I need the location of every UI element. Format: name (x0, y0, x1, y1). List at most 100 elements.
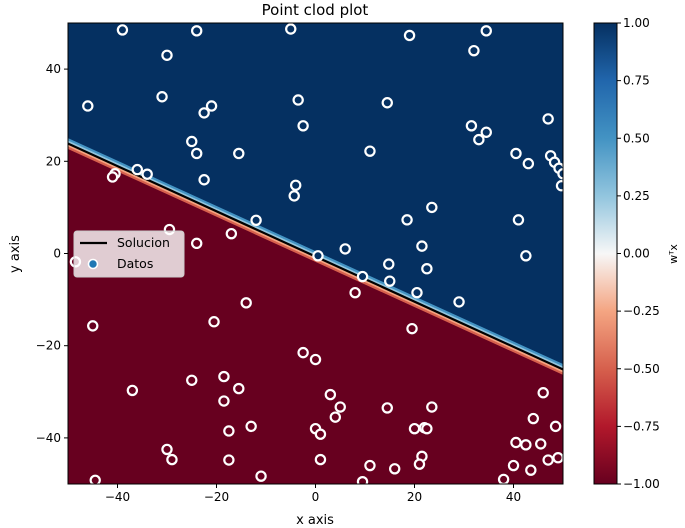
y-tick-label: 0 (53, 247, 61, 261)
data-point (190, 25, 203, 37)
data-point (535, 438, 547, 450)
data-point (87, 320, 99, 332)
colorbar-tick-label: −0.75 (623, 419, 660, 433)
data-point (381, 97, 393, 109)
y-tick-label: −40 (36, 431, 61, 445)
data-point (537, 387, 549, 399)
data-point (381, 402, 393, 414)
data-point (186, 374, 198, 386)
data-point (290, 179, 302, 191)
data-point (314, 428, 327, 440)
negative-region (68, 143, 563, 484)
data-point (507, 459, 520, 472)
data-point (542, 454, 554, 466)
data-point (453, 296, 465, 308)
data-point (233, 382, 245, 395)
data-point (250, 214, 262, 227)
data-point (89, 474, 101, 484)
data-point (542, 113, 554, 125)
y-axis-ticks: −40 −20 0 20 40 (36, 62, 68, 445)
data-point (190, 147, 203, 160)
data-point (324, 388, 337, 401)
data-point (408, 422, 421, 435)
x-tick-label: 40 (506, 490, 521, 504)
data-point (473, 133, 485, 146)
data-point (334, 401, 346, 413)
data-point (426, 401, 438, 413)
data-point (389, 463, 401, 475)
data-point (356, 475, 369, 484)
y-axis-label: y axis (8, 235, 23, 273)
colorbar-tick-label: 0.75 (623, 74, 650, 88)
data-point (240, 297, 252, 309)
data-point (205, 100, 218, 112)
data-point (208, 316, 220, 328)
legend: Solucion Datos (73, 230, 185, 278)
data-point (131, 163, 143, 176)
data-point (520, 250, 532, 262)
data-point (465, 120, 478, 132)
data-point (356, 270, 369, 283)
data-point (549, 420, 562, 433)
data-point (161, 443, 173, 456)
data-point (225, 227, 238, 240)
colorbar-tick-label: −1.00 (623, 477, 660, 491)
x-tick-label: 20 (407, 490, 422, 504)
data-point (186, 135, 198, 148)
data-point (285, 23, 297, 35)
data-point (106, 171, 119, 183)
data-point (223, 425, 235, 437)
legend-label-solution: Solucion (117, 235, 170, 250)
data-point (339, 243, 351, 255)
data-point (411, 286, 423, 299)
data-point (255, 470, 267, 482)
data-point (401, 214, 413, 226)
data-point (426, 201, 438, 214)
colorbar-tick-label: 0.00 (623, 247, 650, 261)
colorbar-tick-label: −0.50 (623, 362, 660, 376)
legend-marker-swatch (87, 258, 99, 270)
data-point (413, 458, 426, 470)
data-point (292, 94, 304, 106)
x-axis-ticks: −40 −20 0 20 40 (105, 484, 521, 504)
data-point (288, 190, 300, 202)
data-point (82, 100, 94, 112)
colorbar-label: wᵀx (667, 244, 680, 264)
colorbar-tick-label: −0.25 (623, 304, 660, 318)
data-point (126, 384, 139, 397)
legend-label-data: Datos (117, 256, 153, 271)
data-point (218, 395, 230, 407)
data-point (421, 422, 433, 435)
data-point (116, 24, 129, 36)
y-tick-label: 40 (46, 62, 61, 76)
data-point (406, 322, 418, 335)
data-point (555, 180, 563, 192)
data-point (309, 353, 322, 366)
data-point (416, 240, 428, 252)
data-point (403, 29, 416, 42)
x-axis-label: x axis (296, 513, 334, 528)
colorbar: 1.00 0.75 0.50 0.25 0.00 −0.25 −0.50 −0.75 −1.00… (593, 16, 680, 491)
y-tick-label: 20 (46, 154, 61, 168)
data-point (480, 126, 492, 138)
data-point (223, 454, 235, 466)
colorbar-gradient (593, 22, 618, 485)
data-point (166, 453, 178, 466)
data-point (480, 25, 492, 37)
data-point (468, 44, 480, 57)
data-point (349, 286, 361, 299)
decision-background (68, 23, 563, 484)
colorbar-tick-label: 0.25 (623, 189, 650, 203)
data-point (522, 157, 535, 170)
data-point (510, 147, 522, 160)
data-point (312, 250, 324, 262)
data-point (527, 412, 540, 425)
data-point (497, 473, 510, 484)
data-point (198, 174, 210, 186)
colorbar-tick-label: 0.50 (623, 131, 650, 145)
data-point (525, 464, 537, 476)
colorbar-tick-label: 1.00 (623, 16, 650, 30)
data-point (190, 237, 203, 250)
data-point (297, 346, 309, 359)
